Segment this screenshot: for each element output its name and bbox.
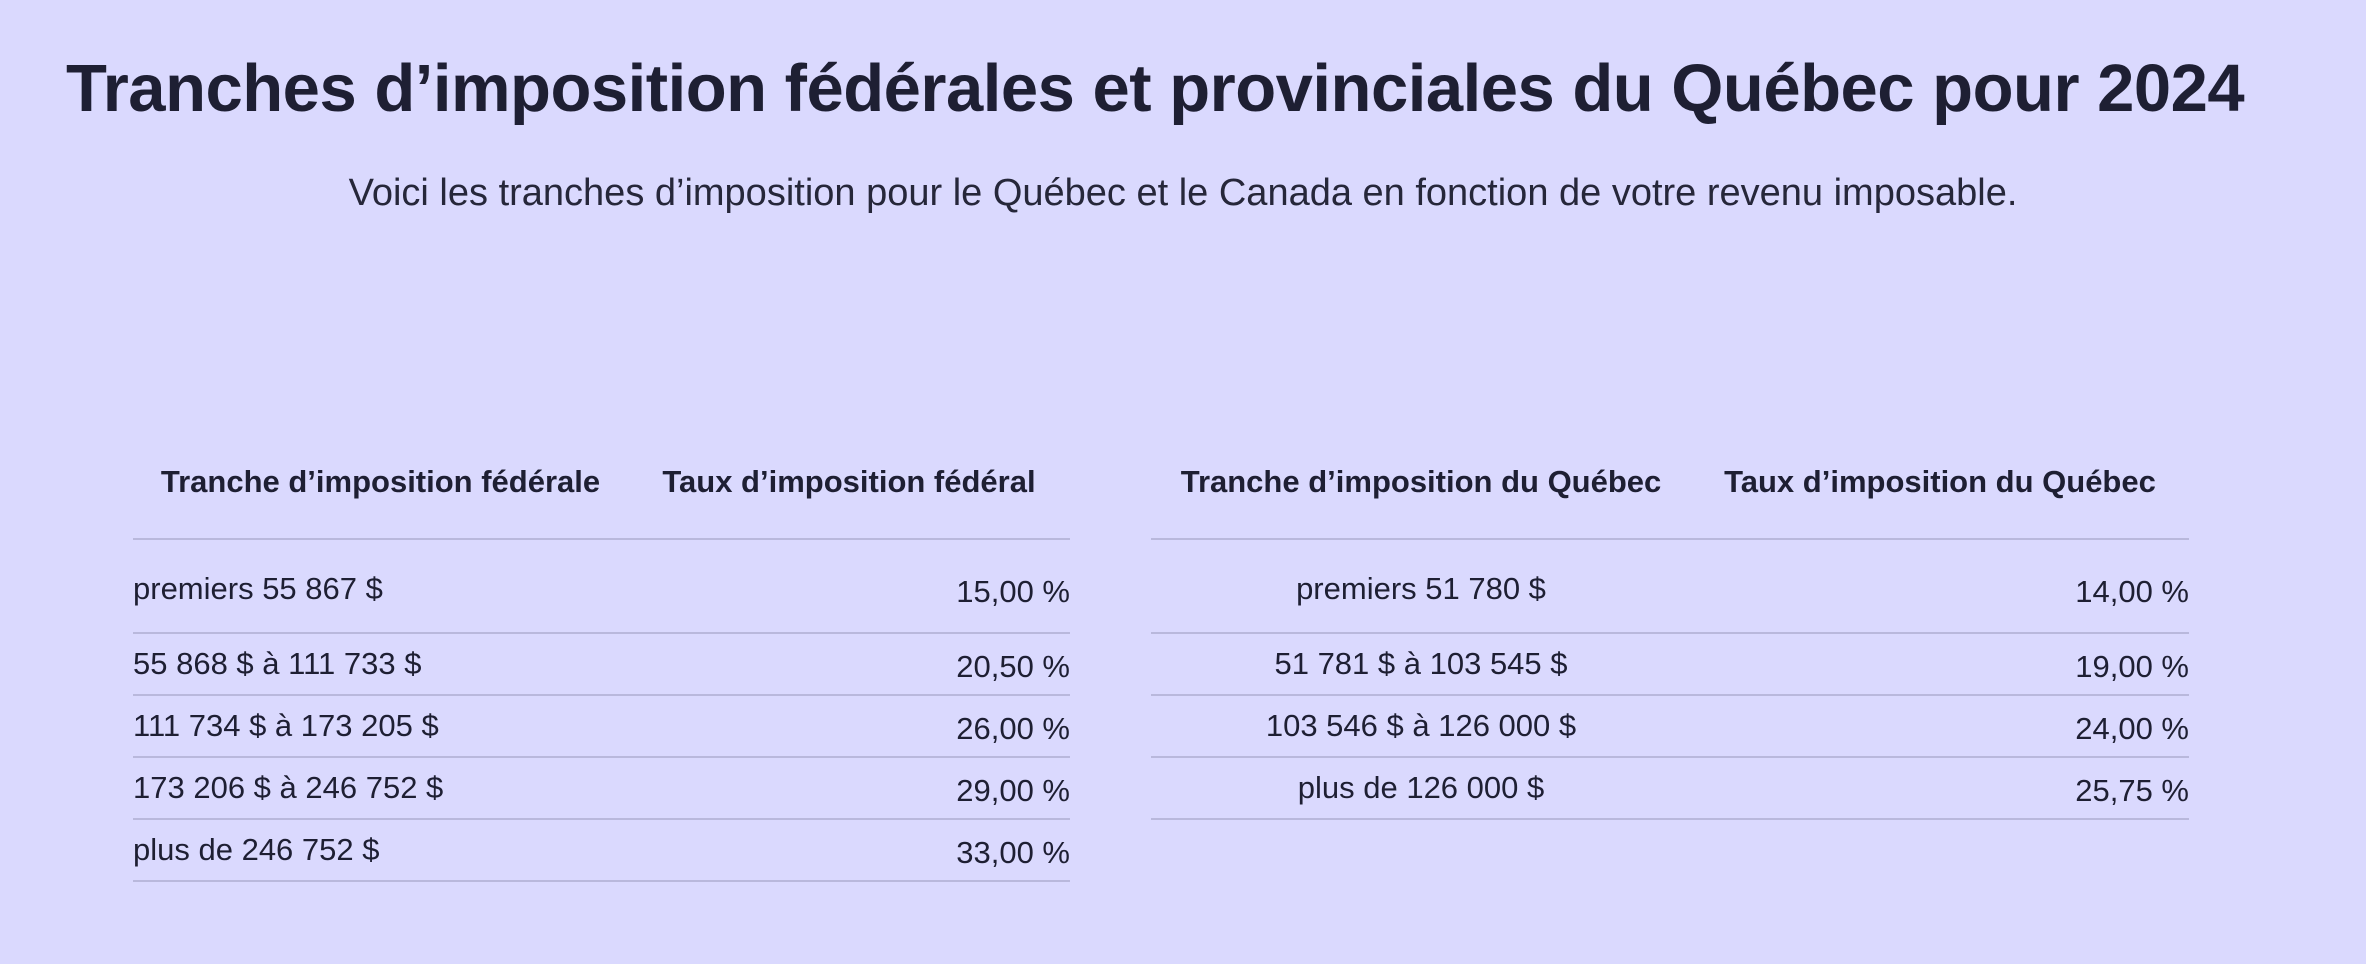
federal-bracket-cell: 173 206 $ à 246 752 $ (133, 757, 628, 820)
federal-rate-cell: 33,00 % (628, 819, 1070, 882)
federal-rate-cell: 29,00 % (628, 757, 1070, 820)
federal-tax-table: Tranche d’imposition fédérale Taux d’imp… (133, 440, 1070, 882)
quebec-rate-cell: 24,00 % (1691, 695, 2189, 758)
federal-bracket-cell: 55 868 $ à 111 733 $ (133, 633, 628, 696)
quebec-bracket-cell: 51 781 $ à 103 545 $ (1151, 633, 1691, 696)
federal-rate-header: Taux d’imposition fédéral (628, 440, 1070, 540)
federal-bracket-header: Tranche d’imposition fédérale (133, 440, 628, 540)
quebec-rate-value: 24,00 % (2075, 711, 2189, 746)
table-row: plus de 246 752 $ 33,00 % (133, 819, 1070, 882)
federal-rate-value: 33,00 % (956, 835, 1070, 870)
table-row: 51 781 $ à 103 545 $ 19,00 % (1151, 633, 2189, 696)
quebec-rate-cell: 14,00 % (1691, 539, 2189, 634)
quebec-bracket-cell: 103 546 $ à 126 000 $ (1151, 695, 1691, 758)
table-row: premiers 51 780 $ 14,00 % (1151, 539, 2189, 634)
quebec-tax-table: Tranche d’imposition du Québec Taux d’im… (1151, 440, 2189, 820)
federal-rate-value: 20,50 % (956, 649, 1070, 684)
quebec-rate-value: 25,75 % (2075, 773, 2189, 808)
federal-rate-cell: 26,00 % (628, 695, 1070, 758)
quebec-bracket-header: Tranche d’imposition du Québec (1151, 440, 1691, 540)
quebec-rate-value: 14,00 % (2075, 574, 2189, 609)
page-title: Tranches d’imposition fédérales et provi… (66, 51, 2245, 126)
quebec-bracket-cell: premiers 51 780 $ (1151, 539, 1691, 634)
federal-rate-value: 26,00 % (956, 711, 1070, 746)
quebec-rate-value: 19,00 % (2075, 649, 2189, 684)
table-row: plus de 126 000 $ 25,75 % (1151, 757, 2189, 820)
federal-bracket-cell: plus de 246 752 $ (133, 819, 628, 882)
quebec-rate-cell: 25,75 % (1691, 757, 2189, 820)
quebec-bracket-cell: plus de 126 000 $ (1151, 757, 1691, 820)
table-header-row: Tranche d’imposition fédérale Taux d’imp… (133, 440, 1070, 540)
table-row: 111 734 $ à 173 205 $ 26,00 % (133, 695, 1070, 758)
federal-rate-cell: 15,00 % (628, 539, 1070, 634)
federal-rate-cell: 20,50 % (628, 633, 1070, 696)
quebec-rate-header: Taux d’imposition du Québec (1691, 440, 2189, 540)
table-row: 173 206 $ à 246 752 $ 29,00 % (133, 757, 1070, 820)
table-row: 55 868 $ à 111 733 $ 20,50 % (133, 633, 1070, 696)
federal-rate-value: 29,00 % (956, 773, 1070, 808)
page-subtitle: Voici les tranches d’imposition pour le … (348, 172, 2018, 214)
table-row: premiers 55 867 $ 15,00 % (133, 539, 1070, 634)
federal-bracket-cell: 111 734 $ à 173 205 $ (133, 695, 628, 758)
federal-rate-value: 15,00 % (956, 574, 1070, 609)
table-header-row: Tranche d’imposition du Québec Taux d’im… (1151, 440, 2189, 540)
quebec-rate-cell: 19,00 % (1691, 633, 2189, 696)
table-row: 103 546 $ à 126 000 $ 24,00 % (1151, 695, 2189, 758)
federal-bracket-cell: premiers 55 867 $ (133, 539, 628, 634)
